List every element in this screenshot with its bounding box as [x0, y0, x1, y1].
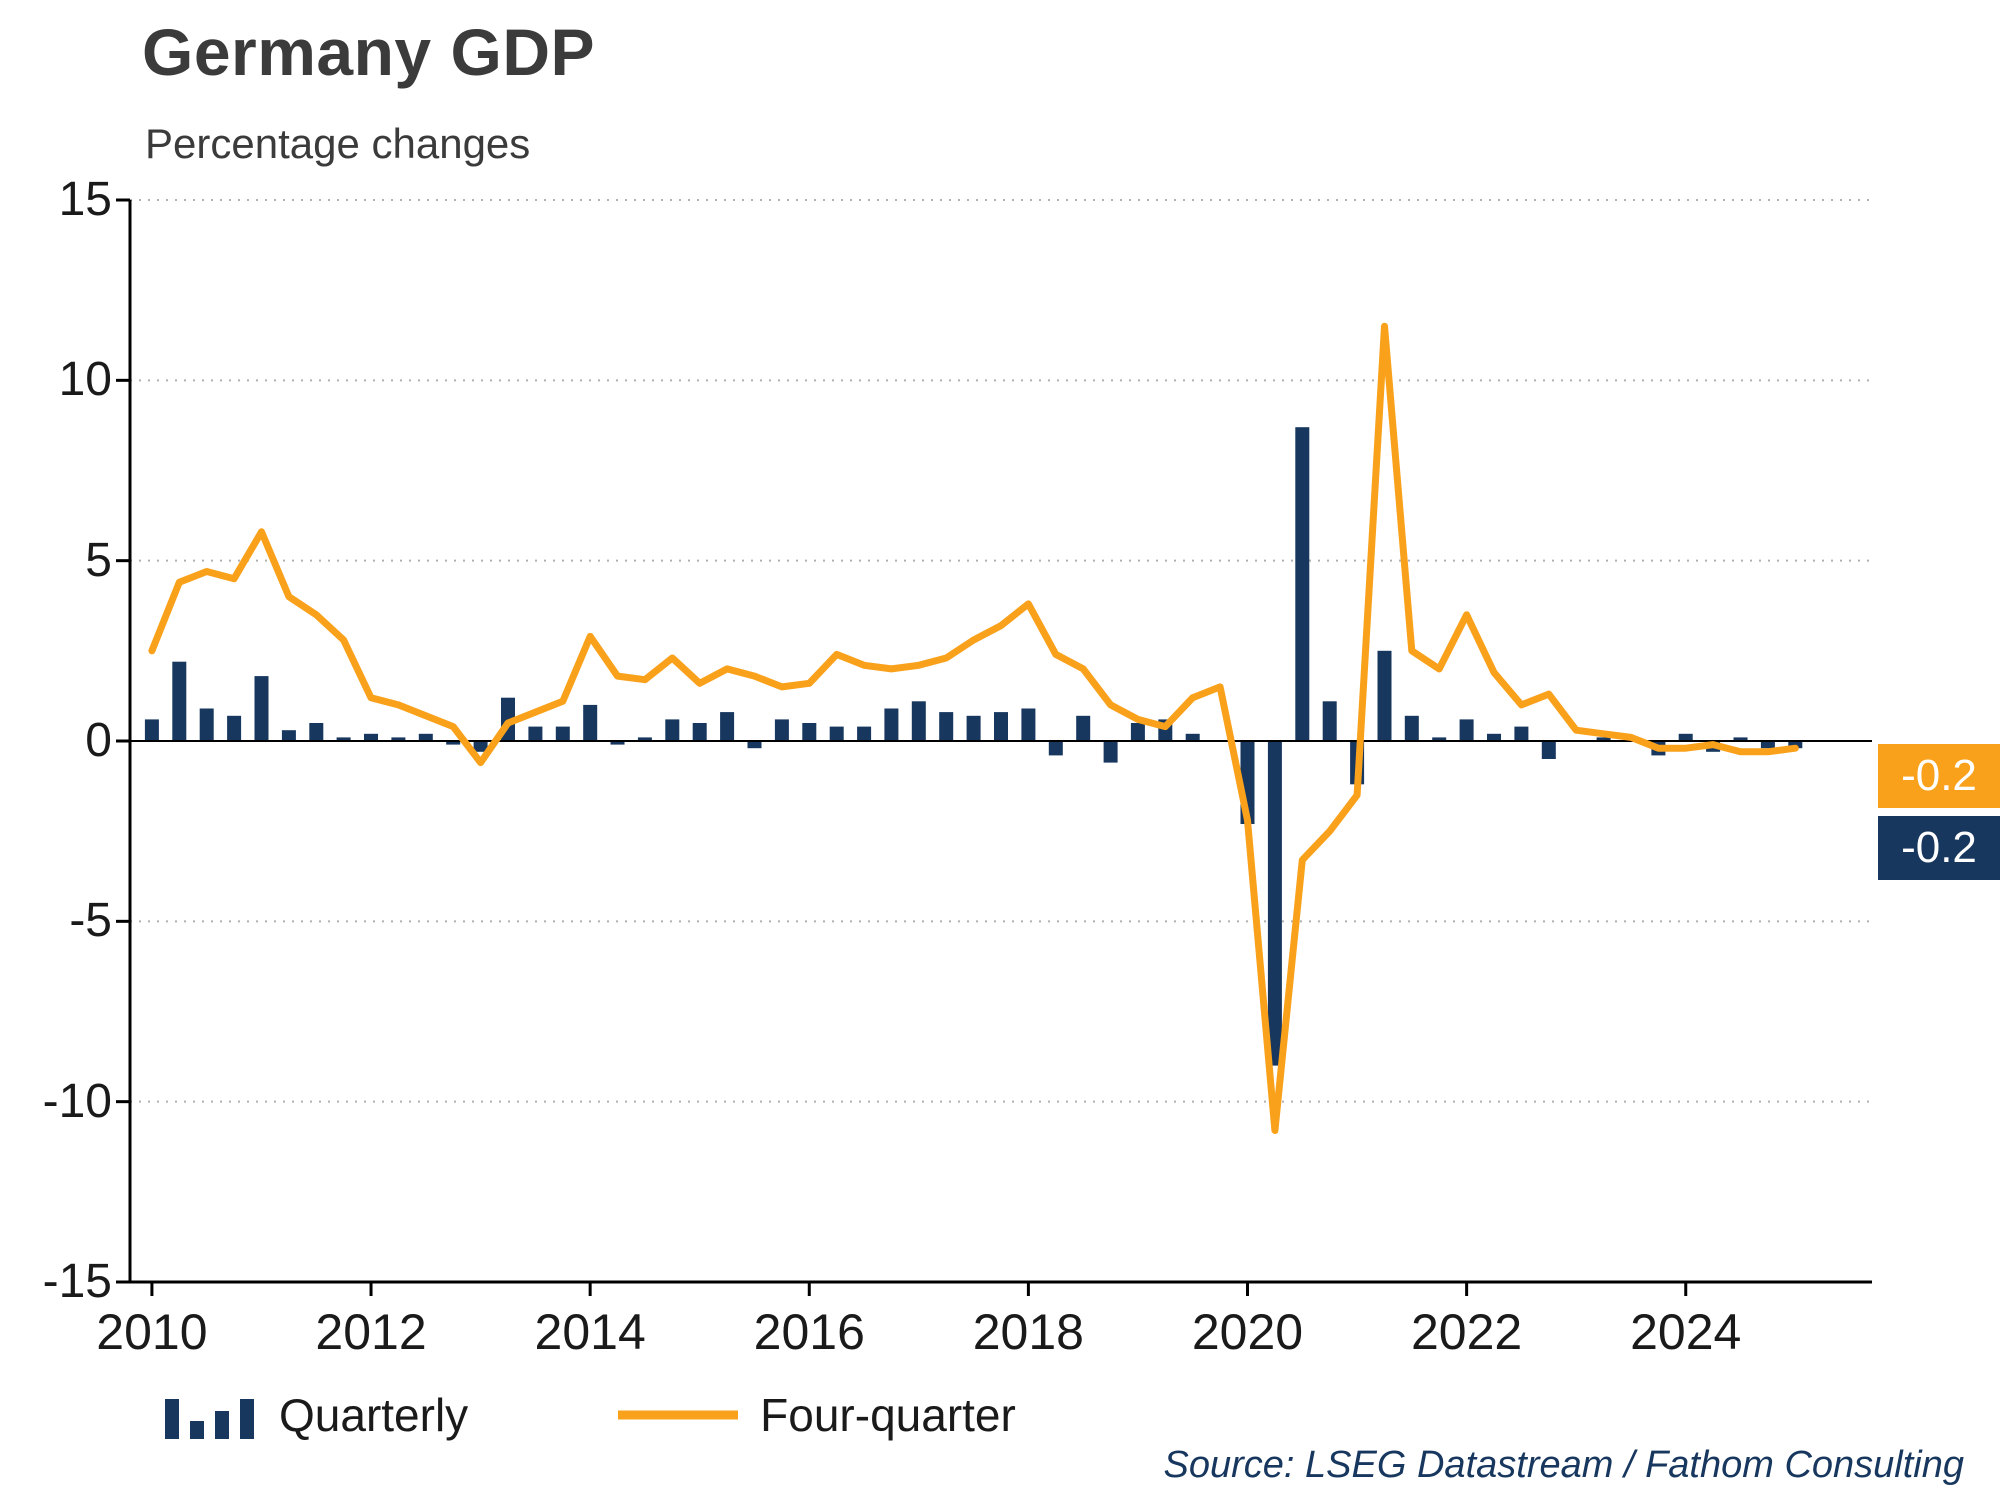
quarterly-bar: [254, 676, 269, 741]
y-axis-label: 5: [85, 533, 112, 587]
quarterly-bar: [1733, 737, 1748, 741]
legend-item-quarterly: Quarterly: [165, 1388, 468, 1442]
x-axis-label: 2022: [1411, 1304, 1523, 1360]
quarterly-bar: [555, 726, 570, 741]
quarterly-bar: [418, 733, 433, 741]
quarterly-bar: [227, 715, 242, 741]
quarterly-bars-icon: [165, 1399, 254, 1439]
quarterly-bar: [1185, 733, 1200, 741]
quarterly-bar: [802, 723, 817, 741]
quarterly-bar: [1404, 715, 1419, 741]
quarterly-bar: [1432, 737, 1447, 741]
chart-subtitle: Percentage changes: [145, 120, 531, 167]
four-quarter-line: [148, 322, 1799, 1134]
quarterly-end-value-badge: -0.2: [1878, 816, 2000, 880]
quarterly-bar: [720, 712, 735, 741]
quarterly-bar: [144, 719, 159, 741]
x-axis-label: 2010: [96, 1304, 208, 1360]
quarterly-bar: [1103, 741, 1118, 763]
quarterly-bar: [1514, 726, 1529, 741]
x-axis-label: 2016: [753, 1304, 865, 1360]
quarterly-bar: [939, 712, 954, 741]
quarterly-bar: [637, 737, 652, 741]
quarterly-bar: [1678, 733, 1693, 741]
legend: Quarterly Four-quarter: [165, 1388, 1016, 1442]
quarterly-bar: [1788, 741, 1803, 749]
source-attribution: Source: LSEG Datastream / Fathom Consult…: [1163, 1444, 1964, 1486]
x-axis-label: 2020: [1191, 1304, 1304, 1360]
quarterly-bar: [747, 741, 762, 749]
legend-item-four-quarter: Four-quarter: [618, 1388, 1016, 1442]
quarterly-bar: [610, 741, 625, 745]
legend-label-quarterly: Quarterly: [279, 1389, 469, 1441]
quarterly-bar: [1021, 708, 1036, 741]
quarterly-bar: [665, 719, 680, 741]
x-axis-label: 2012: [315, 1304, 427, 1360]
quarterly-bar: [857, 726, 872, 741]
quarterly-bar: [364, 733, 378, 741]
x-axis-label: 2014: [534, 1304, 646, 1360]
y-axis-label: -5: [69, 894, 112, 948]
four-quarter-line-icon: [618, 1410, 739, 1420]
quarterly-bar: [281, 730, 296, 741]
quarterly-bar: [774, 719, 789, 741]
quarterly-bar: [583, 704, 598, 741]
quarterly-bar: [692, 723, 707, 741]
quarterly-bar: [391, 737, 406, 741]
y-axis-label: 10: [58, 353, 112, 407]
quarterly-bar: [829, 726, 844, 741]
four-quarter-end-value-badge: -0.2: [1878, 744, 2000, 808]
y-axis-label: 0: [85, 714, 112, 767]
quarterly-bar: [1130, 723, 1145, 741]
x-axis-label: 2024: [1630, 1304, 1742, 1360]
quarterly-bar: [1267, 741, 1282, 1066]
quarterly-bar: [1596, 737, 1611, 741]
quarterly-bar: [473, 741, 488, 752]
y-axis-label: 15: [58, 173, 112, 226]
legend-label-four-quarter: Four-quarter: [760, 1389, 1016, 1441]
quarterly-bar: [1048, 741, 1063, 756]
quarterly-bar: [994, 712, 1008, 741]
quarterly-bar: [884, 708, 899, 741]
quarterly-bar: [309, 723, 324, 741]
quarterly-bar: [446, 741, 461, 745]
quarterly-bar: [1760, 741, 1775, 749]
quarterly-bar: [1459, 719, 1474, 741]
quarterly-bar: [528, 726, 543, 741]
quarterly-bar: [911, 701, 926, 741]
quarterly-bar: [1541, 741, 1556, 759]
page-title: Germany GDP: [142, 15, 595, 89]
quarterly-bar: [199, 708, 214, 741]
quarterly-bar: [172, 661, 187, 741]
quarterly-bar: [336, 737, 351, 741]
quarterly-bar: [1487, 733, 1501, 741]
quarterly-bar: [1322, 701, 1337, 741]
quarterly-bar: [966, 715, 981, 741]
x-axis-label: 2018: [972, 1304, 1084, 1360]
quarterly-bar: [1076, 715, 1091, 741]
quarterly-bar: [1377, 650, 1392, 741]
y-axis-label: -10: [42, 1074, 112, 1128]
quarterly-bar: [1295, 427, 1310, 741]
y-axis-label: -15: [42, 1255, 112, 1308]
